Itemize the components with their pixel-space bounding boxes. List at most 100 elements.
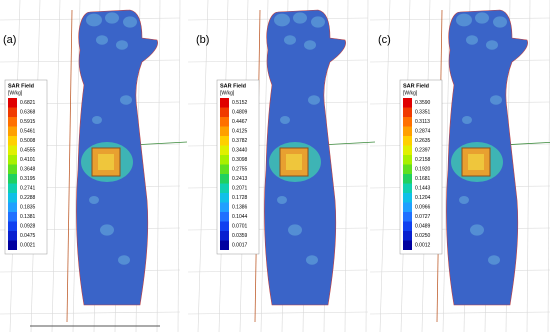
field-patch <box>466 35 478 45</box>
legend-value: 0.5915 <box>20 119 36 125</box>
legend-swatch <box>403 155 412 165</box>
legend-swatch <box>8 117 17 127</box>
antenna-core <box>98 154 114 170</box>
legend-unit: [W/kg] <box>403 90 418 96</box>
legend-swatch <box>8 145 17 155</box>
legend-value: 0.4101 <box>20 157 36 163</box>
field-patch <box>89 196 99 204</box>
field-patch <box>116 40 128 50</box>
legend-value: 0.2413 <box>232 176 248 182</box>
legend-swatch <box>220 231 229 241</box>
legend-swatch <box>8 107 17 117</box>
legend-swatch <box>403 136 412 146</box>
legend-value: 0.4555 <box>20 148 36 154</box>
grid-line <box>51 0 61 332</box>
legend-swatch <box>8 221 17 231</box>
panel-label: (a) <box>3 34 16 46</box>
legend-value: 0.2397 <box>415 148 431 154</box>
field-patch <box>306 255 318 265</box>
grid-line <box>526 0 531 332</box>
legend-swatch <box>8 240 17 250</box>
legend-swatch <box>403 240 412 250</box>
legend-value: 0.2635 <box>415 138 431 144</box>
legend-value: 0.0021 <box>20 243 36 249</box>
panel: (c) SAR Field[W/kg] 0.3590 0.3351 0.3113 0.28… <box>369 0 550 332</box>
legend-value: 0.5461 <box>20 129 36 135</box>
legend-value: 0.2755 <box>232 167 248 173</box>
legend-value: 0.3195 <box>20 176 36 182</box>
field-patch <box>493 16 507 28</box>
legend-value: 0.1835 <box>20 205 36 211</box>
panel-label: (b) <box>196 34 209 46</box>
field-patch <box>488 255 500 265</box>
legend-swatch <box>403 231 412 241</box>
grid-line <box>177 0 181 332</box>
legend-swatch <box>8 126 17 136</box>
legend-value: 0.1443 <box>415 186 431 192</box>
legend-value: 0.1386 <box>232 205 248 211</box>
legend-swatch <box>403 98 412 108</box>
legend-value: 0.3782 <box>232 138 248 144</box>
legend-swatch <box>220 174 229 184</box>
legend-swatch <box>8 183 17 193</box>
legend-value: 0.5152 <box>232 100 248 106</box>
legend-title: SAR Field <box>8 83 34 89</box>
legend-value: 0.3098 <box>232 157 248 163</box>
legend-swatch <box>220 155 229 165</box>
legend-swatch <box>8 136 17 146</box>
legend-value: 0.4809 <box>232 110 248 116</box>
field-patch <box>123 16 137 28</box>
legend-swatch <box>403 126 412 136</box>
legend-swatch <box>8 202 17 212</box>
legend-value: 0.4125 <box>232 129 248 135</box>
legend-value: 0.0359 <box>232 233 248 239</box>
legend-value: 0.5008 <box>20 138 36 144</box>
legend-swatch <box>403 174 412 184</box>
legend-value: 0.1681 <box>415 176 431 182</box>
legend-swatch <box>8 193 17 203</box>
grid-line <box>72 0 81 332</box>
legend-swatch <box>403 145 412 155</box>
legend-value: 0.6821 <box>20 100 36 106</box>
field-patch <box>96 35 108 45</box>
axis-line <box>501 141 550 146</box>
axis-line <box>66 9 73 323</box>
field-patch <box>274 13 290 27</box>
legend-value: 0.2741 <box>20 186 36 192</box>
legend-value: 0.0017 <box>232 243 248 249</box>
legend-value: 0.0701 <box>232 224 248 230</box>
grid-line <box>260 0 269 332</box>
field-patch <box>490 95 502 105</box>
grid-line <box>365 0 369 332</box>
legend-value: 0.4467 <box>232 119 248 125</box>
panel: (b) SAR Field[W/kg] 0.5152 0.4809 0.4467 0.41… <box>187 0 376 332</box>
legend-value: 0.0727 <box>415 214 431 220</box>
field-patch <box>304 40 316 50</box>
legend-value: 0.0475 <box>20 233 36 239</box>
legend-value: 0.1381 <box>20 214 36 220</box>
legend-swatch <box>8 155 17 165</box>
legend-swatch <box>403 107 412 117</box>
legend-swatch <box>220 107 229 117</box>
legend-swatch <box>220 126 229 136</box>
legend-value: 0.1044 <box>232 214 248 220</box>
field-patch <box>462 116 472 124</box>
legend-value: 0.0928 <box>20 224 36 230</box>
legend-swatch <box>220 221 229 231</box>
legend-value: 0.0012 <box>415 243 431 249</box>
grid-line <box>156 0 161 332</box>
grid-line <box>187 311 369 315</box>
legend-value: 0.3440 <box>232 148 248 154</box>
legend-value: 0.2288 <box>20 195 36 201</box>
grid-line <box>379 0 391 332</box>
legend-swatch <box>220 164 229 174</box>
field-patch <box>277 196 287 204</box>
grid-line <box>197 0 209 332</box>
legend-value: 0.3648 <box>20 167 36 173</box>
antenna-core <box>286 154 302 170</box>
legend-swatch <box>403 117 412 127</box>
legend-swatch <box>220 202 229 212</box>
axis-line <box>319 141 376 146</box>
